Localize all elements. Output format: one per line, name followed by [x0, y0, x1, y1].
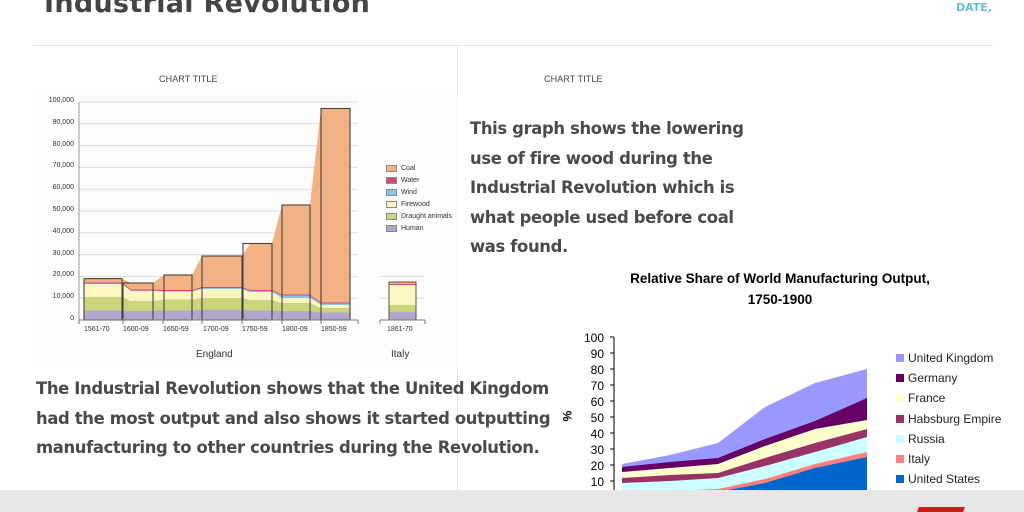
legend-item-human: Human	[386, 222, 452, 234]
swatch-icon	[896, 455, 904, 464]
left-chart-title: CHART TITLE	[159, 74, 218, 84]
swatch-icon	[386, 212, 397, 220]
group-label-england: England	[196, 349, 233, 360]
legend-item-russia: Russia	[896, 429, 1001, 449]
x-tick: 1600-09	[123, 326, 149, 333]
x-tick-italy: 1861-70	[387, 326, 413, 333]
legend-item-italy: Italy	[896, 449, 1001, 469]
group-label-italy: Italy	[391, 349, 410, 360]
y-tick: 20,000	[52, 271, 74, 279]
legend-item-firewood: Firewood	[386, 198, 452, 210]
x-tick: 1650-59	[163, 326, 189, 333]
y-tick: 30	[590, 443, 604, 457]
footer-brand-tab	[917, 507, 965, 512]
y-tick: 70	[590, 379, 604, 393]
y-tick: 40	[590, 427, 604, 441]
y-tick: 40,000	[52, 227, 74, 235]
legend-item-water: Water	[386, 174, 452, 186]
swatch-icon	[896, 414, 904, 423]
legend-item-germany: Germany	[896, 368, 1001, 388]
swatch-icon	[896, 475, 904, 484]
swatch-icon	[386, 176, 397, 184]
energy-chart-plot	[78, 101, 426, 324]
legend-item-united-kingdom: United Kingdom	[896, 348, 1001, 368]
energy-chart-legend: Coal Water Wind Firewood Draught animals…	[386, 162, 452, 234]
energy-consumption-chart: 100,000 90,000 80,000 70,000 60,000 50,0…	[36, 95, 458, 368]
y-tick: 90	[590, 347, 604, 361]
x-tick: 1800-09	[282, 326, 308, 333]
y-tick: 100	[583, 331, 604, 345]
y-tick: 80,000	[52, 140, 74, 148]
swatch-icon	[896, 354, 904, 363]
y-tick: 50,000	[52, 205, 74, 213]
y-tick: 20	[590, 459, 604, 473]
swatch-icon	[386, 200, 397, 208]
x-tick: 1850-59	[321, 326, 347, 333]
legend-item-coal: Coal	[386, 162, 452, 174]
swatch-icon	[386, 188, 397, 196]
swatch-icon	[896, 394, 904, 403]
y-tick: 30,000	[52, 249, 74, 257]
page-title: Industrial Revolution	[44, 0, 371, 19]
left-panel-caption: The Industrial Revolution shows that the…	[36, 379, 551, 457]
y-tick: 10	[590, 475, 604, 489]
legend-item-wind: Wind	[386, 186, 452, 198]
x-tick: 1750-59	[242, 326, 268, 333]
manufacturing-output-chart: Relative Share of World Manufacturing Ou…	[560, 262, 1006, 490]
swatch-icon	[896, 434, 904, 443]
energy-chart-y-axis: 100,000 90,000 80,000 70,000 60,000 50,0…	[36, 97, 74, 337]
legend-item-france: France	[896, 388, 1001, 408]
y-tick: 100,000	[48, 97, 74, 104]
y-tick: 90,000	[52, 118, 74, 126]
right-panel-caption: This graph shows the lowering use of fir…	[470, 119, 744, 256]
manufacturing-chart-title: Relative Share of World Manufacturing Ou…	[630, 271, 930, 307]
header-divider	[33, 45, 993, 46]
legend-item-habsburg-empire: Habsburg Empire	[896, 409, 1001, 429]
manufacturing-chart-legend: United Kingdom Germany France Habsburg E…	[896, 348, 1001, 489]
x-tick: 1700-09	[203, 326, 229, 333]
footer-bar	[0, 490, 1024, 512]
manufacturing-chart-y-axis: 100 90 80 70 60 50 40 30 20 10	[582, 330, 604, 490]
y-tick: 80	[590, 363, 604, 377]
swatch-icon	[386, 164, 397, 172]
y-tick: 70,000	[52, 162, 74, 170]
y-tick: 0	[70, 314, 74, 322]
date-label: DATE,	[956, 1, 992, 14]
y-tick: 60,000	[52, 184, 74, 192]
legend-item-united-states: United States	[896, 469, 1001, 489]
swatch-icon	[896, 374, 904, 383]
swatch-icon	[386, 224, 397, 232]
x-tick: 1561-70	[84, 326, 110, 333]
y-tick: 50	[590, 411, 604, 425]
y-tick: 10,000	[52, 293, 74, 301]
y-tick: 60	[590, 395, 604, 409]
right-chart-title: CHART TITLE	[544, 74, 603, 84]
manufacturing-chart-plot	[610, 336, 867, 490]
legend-item-draught-animals: Draught animals	[386, 210, 452, 222]
